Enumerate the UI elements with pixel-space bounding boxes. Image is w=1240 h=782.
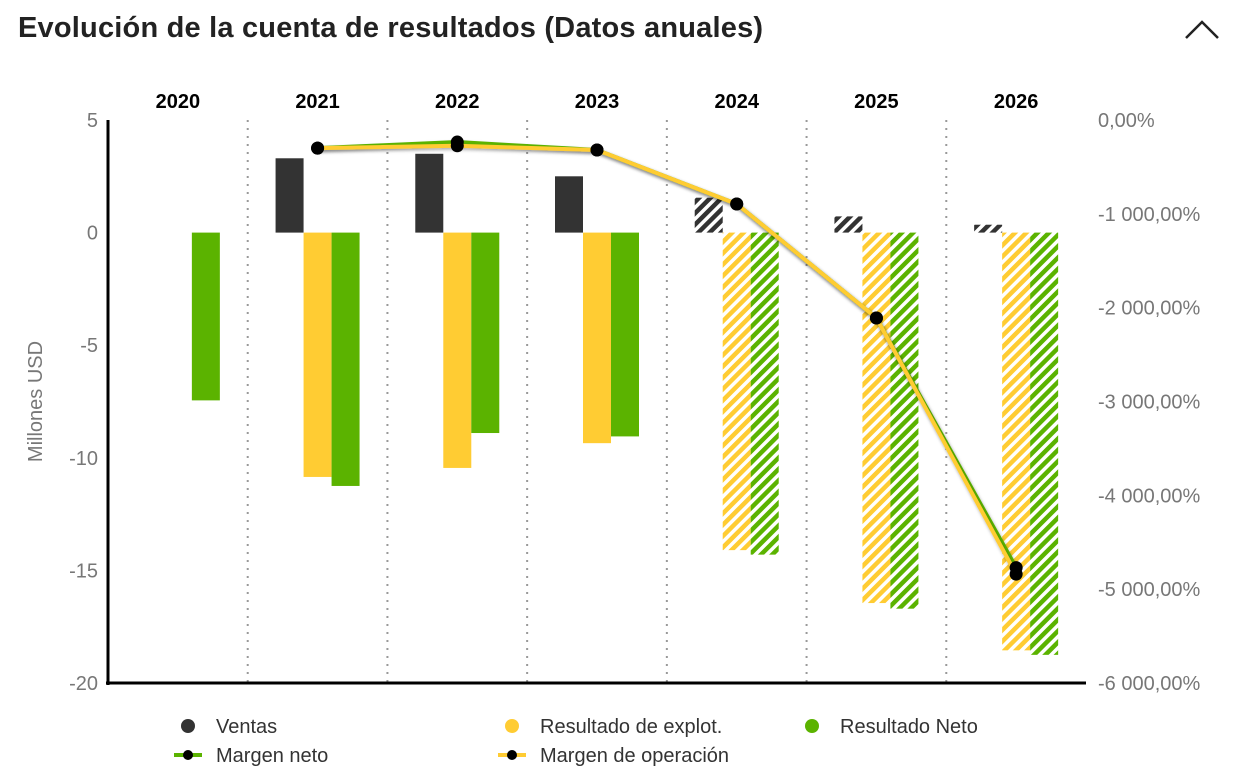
- bar-resultado-neto: [611, 232, 639, 437]
- line-point: [1009, 567, 1023, 581]
- line-margen-de-operaci-n: [317, 143, 1018, 576]
- bar-resultado-neto: [1030, 232, 1059, 655]
- y-tick-label: 5: [87, 110, 98, 132]
- category-label: 2024: [714, 91, 759, 113]
- legend-marker: [183, 750, 193, 760]
- y-tick-label: 0: [87, 223, 98, 245]
- legend-label: Margen de operación: [540, 745, 729, 767]
- category-label: 2021: [295, 91, 340, 113]
- bar-ventas: [275, 158, 304, 233]
- bar-resultado-de-explot-: [583, 232, 611, 444]
- chart-title: Evolución de la cuenta de resultados (Da…: [18, 12, 764, 44]
- category-label: 2025: [854, 91, 899, 113]
- bar-ventas: [974, 224, 1003, 233]
- y-tick-label: -20: [69, 673, 98, 695]
- bar-resultado-de-explot-: [722, 232, 751, 551]
- legend-label: Resultado Neto: [840, 716, 978, 738]
- legend-marker: [507, 750, 517, 760]
- bar-resultado-de-explot-: [443, 232, 472, 468]
- category-label: 2022: [435, 91, 480, 113]
- line-point: [590, 143, 604, 157]
- y2-tick-label: 0,00%: [1098, 110, 1155, 132]
- bar-ventas: [555, 176, 583, 233]
- legend-marker: [181, 719, 195, 733]
- y2-tick-label: -3 000,00%: [1098, 392, 1201, 414]
- category-label: 2023: [575, 91, 620, 113]
- legend-marker: [505, 719, 519, 733]
- bar-resultado-neto: [750, 232, 779, 555]
- bar-resultado-de-explot-: [862, 232, 891, 604]
- line-point: [869, 311, 883, 325]
- line-point: [730, 197, 744, 211]
- legend-label: Resultado de explot.: [540, 716, 722, 738]
- y2-tick-label: -4 000,00%: [1098, 485, 1201, 507]
- y2-tick-label: -5 000,00%: [1098, 579, 1201, 601]
- y-tick-label: -5: [80, 335, 98, 357]
- bar-ventas: [834, 216, 863, 233]
- legend-label: Margen neto: [216, 745, 328, 767]
- line-point: [450, 139, 464, 153]
- legend-label: Ventas: [216, 716, 277, 738]
- bar-resultado-neto: [191, 232, 220, 401]
- bar-ventas: [694, 197, 723, 233]
- bar-resultado-neto: [471, 232, 500, 434]
- bar-resultado-neto: [890, 232, 919, 609]
- y-tick-label: -10: [69, 448, 98, 470]
- bar-resultado-de-explot-: [1002, 232, 1031, 651]
- y2-tick-label: -6 000,00%: [1098, 673, 1201, 695]
- y2-tick-label: -2 000,00%: [1098, 298, 1201, 320]
- bar-resultado-neto: [331, 232, 360, 486]
- bar-ventas: [415, 153, 444, 233]
- y-tick-label: -15: [69, 560, 98, 582]
- chevron-up-icon[interactable]: [1184, 18, 1220, 42]
- y-axis-label: Millones USD: [25, 341, 47, 462]
- category-label: 2026: [994, 91, 1039, 113]
- legend-marker: [805, 719, 819, 733]
- bar-resultado-de-explot-: [303, 232, 332, 477]
- y2-tick-label: -1 000,00%: [1098, 204, 1201, 226]
- line-point: [311, 141, 325, 155]
- category-label: 2020: [156, 91, 201, 113]
